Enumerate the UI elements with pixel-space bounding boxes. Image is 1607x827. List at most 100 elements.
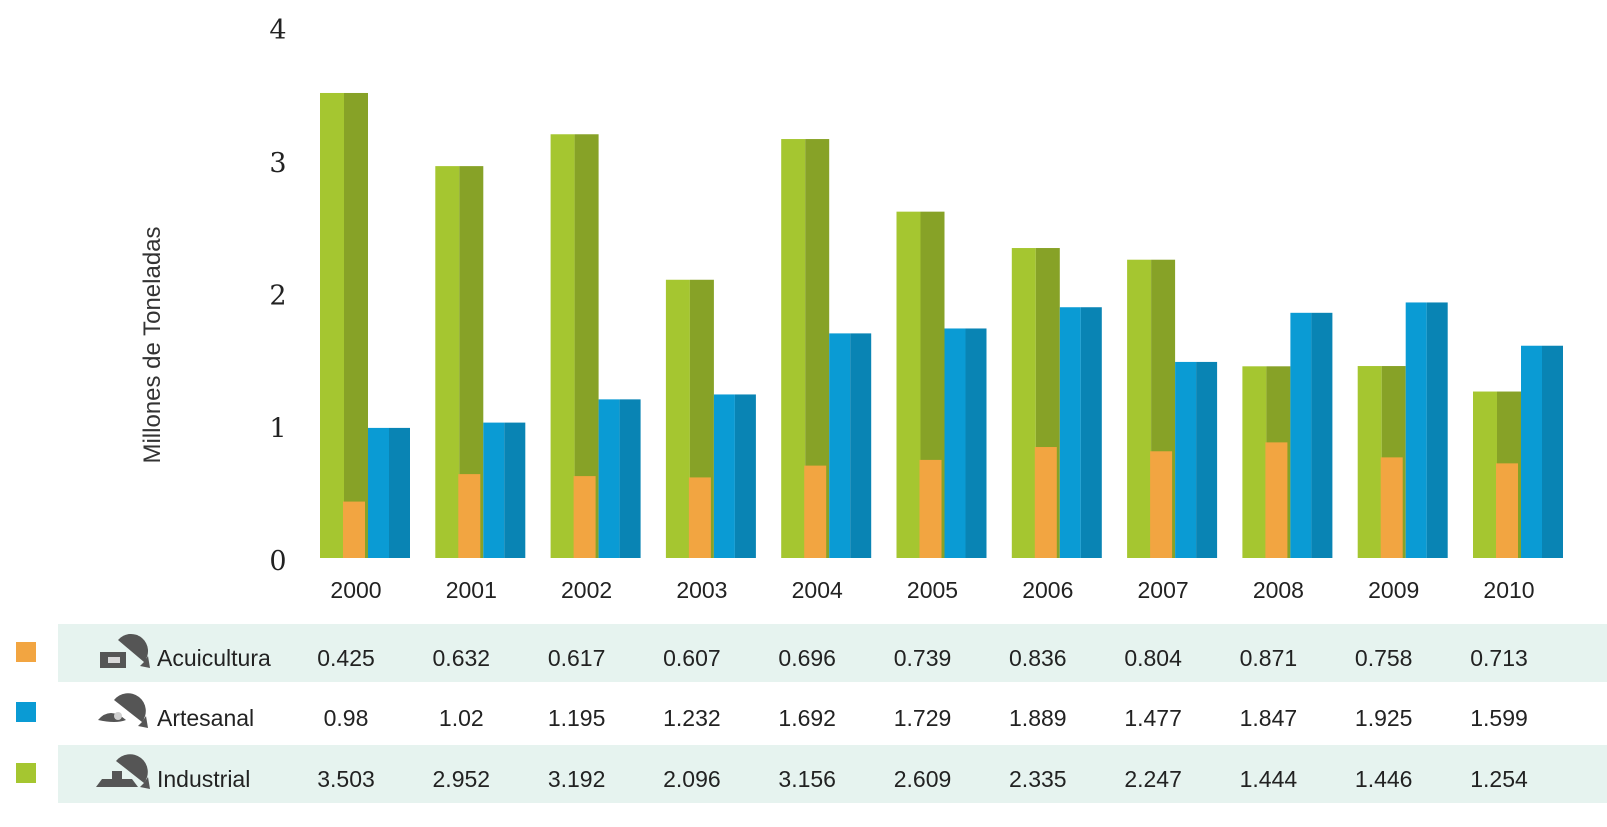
bar-artesanal <box>598 399 620 558</box>
table-cell: 2.096 <box>663 766 721 792</box>
table-cell: 0.836 <box>1009 645 1067 671</box>
bar-artesanal-shade <box>1311 312 1333 558</box>
bar-acuicultura <box>1380 457 1403 558</box>
bar-artesanal <box>483 422 505 558</box>
bar-artesanal <box>713 394 735 558</box>
table-cell: 0.871 <box>1240 645 1298 671</box>
bar-acuicultura <box>1034 447 1057 558</box>
table-cell: 0.804 <box>1124 645 1182 671</box>
x-tick-label: 2000 <box>330 577 381 603</box>
table-cell: 3.156 <box>778 766 836 792</box>
legend-swatch <box>16 642 36 662</box>
bar-industrial <box>781 139 806 558</box>
bar-acuicultura <box>688 477 711 558</box>
table-cell: 1.847 <box>1240 705 1298 731</box>
bar-acuicultura <box>343 501 365 558</box>
bar-artesanal-shade <box>504 422 526 558</box>
bar-artesanal-shade <box>619 399 641 558</box>
bar-artesanal <box>1175 361 1197 558</box>
artisanal-fishing-icon <box>98 693 148 728</box>
bar-acuicultura <box>458 474 481 558</box>
table-cell: 0.696 <box>778 645 836 671</box>
bar-industrial <box>550 134 575 558</box>
table-cell: 2.952 <box>433 766 491 792</box>
y-tick-label: 0 <box>269 546 286 577</box>
table-cell: 0.632 <box>433 645 491 671</box>
bar-artesanal-shade <box>734 394 756 558</box>
series-name: Artesanal <box>157 705 254 731</box>
table-cell: 1.889 <box>1009 705 1067 731</box>
bar-industrial-shade <box>344 92 368 559</box>
bar-artesanal-shade <box>1542 345 1563 558</box>
table-cell: 1.729 <box>894 705 952 731</box>
bar-artesanal <box>1405 302 1427 558</box>
x-axis: 2000 2001 2002 2003 2004 2005 2006 2007 2008 2009… <box>330 577 1534 603</box>
table-cell: 1.254 <box>1470 766 1528 792</box>
bar-acuicultura <box>573 476 596 558</box>
x-tick-label: 2008 <box>1253 577 1304 603</box>
legend-swatch <box>16 763 36 783</box>
bar-industrial <box>1127 259 1152 558</box>
x-tick-label: 2004 <box>792 577 843 603</box>
bar-artesanal-shade <box>850 333 872 558</box>
y-axis: 0 1 2 3 4 <box>269 15 286 577</box>
x-tick-label: 2006 <box>1022 577 1073 603</box>
bar-industrial <box>665 279 690 558</box>
table-cell: 1.195 <box>548 705 606 731</box>
x-tick-label: 2010 <box>1483 577 1534 603</box>
bar-artesanal-shade <box>1080 307 1102 558</box>
table-cell: 0.713 <box>1470 645 1528 671</box>
table-cell: 0.758 <box>1355 645 1413 671</box>
table-row-background <box>58 745 1607 803</box>
table-cell: 1.232 <box>663 705 721 731</box>
bar-artesanal <box>368 427 389 558</box>
bar-industrial <box>320 92 344 559</box>
table-cell: 1.444 <box>1240 766 1298 792</box>
bar-acuicultura <box>804 465 827 558</box>
bar-industrial <box>896 211 921 558</box>
bar-artesanal <box>1059 307 1081 558</box>
y-tick-label: 1 <box>269 413 286 444</box>
bar-industrial <box>1242 366 1267 558</box>
table-cell: 1.477 <box>1124 705 1182 731</box>
table-cell: 2.335 <box>1009 766 1067 792</box>
table-row-background <box>58 624 1607 682</box>
series-name: Industrial <box>157 766 250 792</box>
y-tick-label: 3 <box>269 148 286 179</box>
legend-swatch <box>16 702 36 722</box>
bar-acuicultura <box>919 459 942 558</box>
table-cell: 0.607 <box>663 645 721 671</box>
table-cell: 0.617 <box>548 645 606 671</box>
bar-acuicultura <box>1265 442 1288 558</box>
table-cell: 2.609 <box>894 766 952 792</box>
bars <box>320 92 1563 559</box>
bar-industrial <box>1357 366 1382 558</box>
data-table: Acuicultura 0.425 0.632 0.617 0.607 0.696 0.73… <box>16 624 1607 803</box>
bar-industrial <box>435 166 460 558</box>
bar-acuicultura <box>1150 451 1173 558</box>
bar-industrial <box>1473 391 1497 558</box>
x-tick-label: 2001 <box>446 577 497 603</box>
bar-artesanal-shade <box>1426 302 1448 558</box>
aquaculture-icon <box>100 633 150 668</box>
x-tick-label: 2009 <box>1368 577 1419 603</box>
table-cell: 1.02 <box>439 705 484 731</box>
table-cell: 0.739 <box>894 645 952 671</box>
x-tick-label: 2007 <box>1138 577 1189 603</box>
x-tick-label: 2002 <box>561 577 612 603</box>
y-tick-label: 4 <box>269 15 286 46</box>
table-cell: 1.599 <box>1470 705 1528 731</box>
bar-artesanal-shade <box>965 328 987 558</box>
series-name: Acuicultura <box>157 645 271 671</box>
y-axis-label: Millones de Toneladas <box>139 226 166 463</box>
table-cell: 3.503 <box>317 766 375 792</box>
table-cell: 2.247 <box>1124 766 1182 792</box>
table-cell: 0.98 <box>324 705 369 731</box>
x-tick-label: 2005 <box>907 577 958 603</box>
table-cell: 1.692 <box>778 705 836 731</box>
bar-artesanal <box>1290 312 1312 558</box>
industrial-fishing-icon <box>96 754 150 789</box>
bar-acuicultura <box>1496 463 1518 558</box>
x-tick-label: 2003 <box>676 577 727 603</box>
